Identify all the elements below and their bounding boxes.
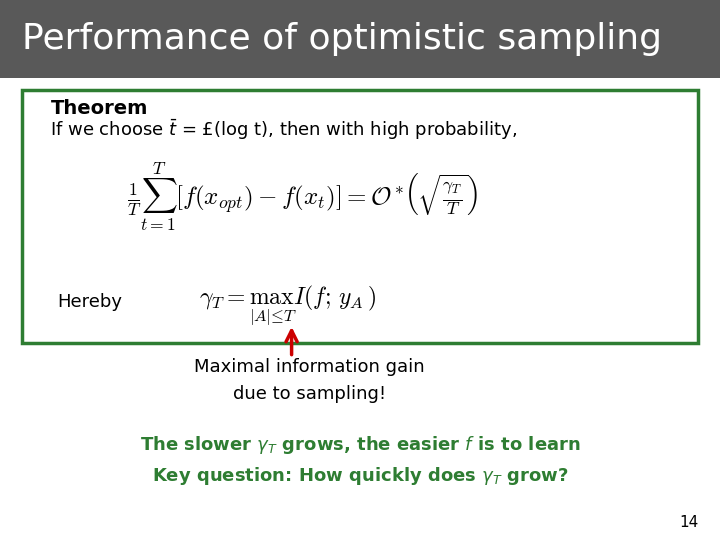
Text: The slower $\gamma_T$ grows, the easier $f$ is to learn: The slower $\gamma_T$ grows, the easier …: [140, 435, 580, 456]
Text: $\frac{1}{T} \sum_{t=1}^{T} [f(x_{opt}) - f(x_t)] = \mathcal{O}^*\!\left(\sqrt{\: $\frac{1}{T} \sum_{t=1}^{T} [f(x_{opt}) …: [127, 161, 478, 233]
Text: 14: 14: [679, 515, 698, 530]
Text: Key question: How quickly does $\gamma_T$ grow?: Key question: How quickly does $\gamma_T…: [152, 465, 568, 487]
FancyBboxPatch shape: [0, 0, 720, 78]
Text: Theorem: Theorem: [50, 98, 148, 118]
Text: $\gamma_T = \max_{|A| \leq T} I(f;\, y_A)$: $\gamma_T = \max_{|A| \leq T} I(f;\, y_A…: [199, 283, 377, 327]
Text: Hereby: Hereby: [58, 293, 122, 312]
FancyBboxPatch shape: [22, 90, 698, 343]
Text: Performance of optimistic sampling: Performance of optimistic sampling: [22, 22, 662, 56]
Text: If we choose $\bar{t}$ = £(log t), then with high probability,: If we choose $\bar{t}$ = £(log t), then …: [50, 117, 518, 142]
Text: Maximal information gain
due to sampling!: Maximal information gain due to sampling…: [194, 359, 425, 403]
